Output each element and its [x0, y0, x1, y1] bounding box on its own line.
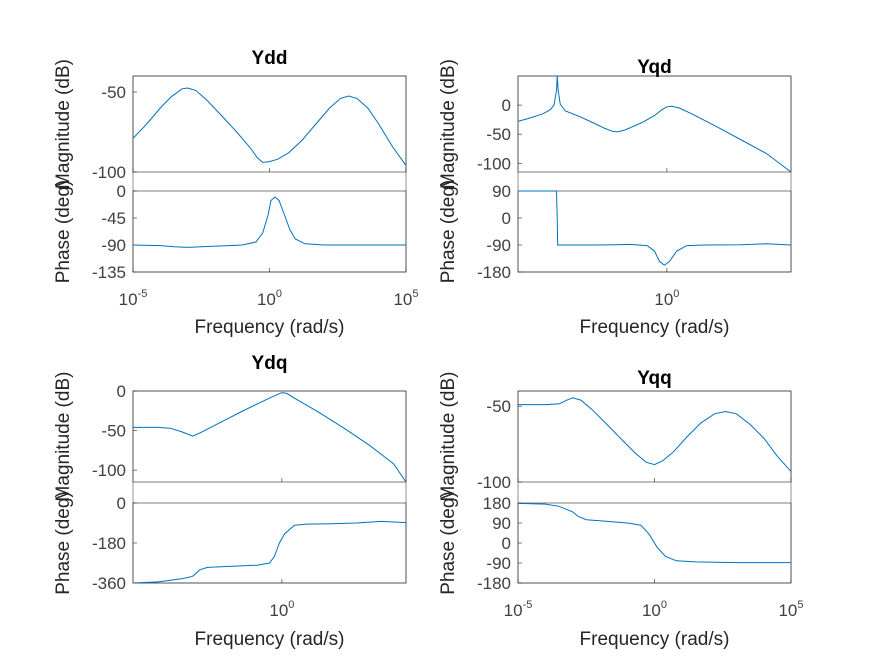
y-tick-label: 180 [483, 494, 511, 513]
x-tick-label: 100 [642, 599, 667, 620]
x-tick-label: 105 [393, 288, 418, 309]
magnitude-series-line [517, 75, 792, 173]
magnitude-ylabel: Magnitude (dB) [438, 372, 459, 502]
phase-axes-box [517, 190, 792, 273]
y-tick-label: 0 [502, 534, 511, 553]
magnitude-ylabel: Magnitude (dB) [53, 372, 74, 502]
y-tick-label: -100 [477, 473, 511, 492]
magnitude-series-line [132, 87, 407, 166]
x-tick-label: 10-5 [119, 288, 148, 309]
phase-axes-box [132, 502, 407, 584]
magnitude-ylabel: Magnitude (dB) [53, 59, 74, 189]
y-tick-label: -180 [477, 263, 511, 282]
x-tick-label: 100 [257, 288, 282, 309]
y-tick-label: -50 [486, 125, 511, 144]
magnitude-axes: 0 -50 -100 Magnitude (dB) [438, 59, 792, 189]
phase-axes: 90 0 -90 -180 Phase (deg) [438, 180, 792, 284]
y-tick-label: -45 [101, 209, 126, 228]
magnitude-axes-box [132, 75, 407, 173]
phase-ylabel: Phase (deg) [53, 180, 74, 284]
bode-panel-ydd: Ydd -50 -100 Magnitude (dB) 0 -45 -90 -135 Phase… [53, 48, 419, 338]
y-tick-label: -90 [101, 236, 126, 255]
panel-title: Yqq [637, 368, 671, 389]
magnitude-axes-box [517, 390, 792, 483]
y-tick-label: 90 [492, 514, 511, 533]
panel-frame [132, 390, 407, 584]
x-axis-label: Frequency (rad/s) [580, 317, 730, 338]
phase-axes: 0 -45 -90 -135 Phase (deg) [53, 180, 407, 284]
magnitude-series-line [518, 397, 792, 472]
y-tick-label: -50 [101, 83, 126, 102]
x-tick-label: 10-5 [504, 599, 533, 620]
magnitude-axes: 0 -50 -100 Magnitude (dB) [53, 372, 407, 502]
y-tick-label: -180 [92, 534, 126, 553]
y-tick-label: -50 [101, 422, 126, 441]
x-tick-label: 100 [269, 599, 294, 620]
magnitude-axes: -50 -100 Magnitude (dB) [438, 372, 792, 502]
phase-axes: 0 -180 -360 Phase (deg) [53, 491, 407, 595]
x-tick-label: 100 [654, 288, 679, 309]
y-tick-label: 0 [117, 382, 126, 401]
y-tick-label: -100 [92, 461, 126, 480]
panel-frame [517, 75, 792, 273]
magnitude-series-line [133, 392, 407, 483]
bode-panel-ydq: Ydq 0 -50 -100 Magnitude (dB) 0 -180 -360 Phase … [53, 353, 407, 650]
y-tick-label: 0 [502, 209, 511, 228]
y-tick-label: -180 [477, 574, 511, 593]
panel-title: Ydd [252, 48, 288, 69]
y-tick-label: -50 [486, 397, 511, 416]
magnitude-axes-box [517, 75, 792, 173]
y-tick-label: -135 [92, 263, 126, 282]
x-tick-label: 105 [778, 599, 803, 620]
phase-ylabel: Phase (deg) [438, 180, 459, 284]
panel-frame [517, 390, 792, 584]
phase-axes-box [132, 190, 407, 273]
y-tick-label: 0 [502, 96, 511, 115]
y-tick-label: 0 [117, 182, 126, 201]
y-tick-label: -90 [486, 554, 511, 573]
y-tick-label: -100 [92, 163, 126, 182]
panel-title: Ydq [252, 353, 288, 374]
phase-series-line [132, 196, 406, 248]
x-axis-label: Frequency (rad/s) [195, 629, 345, 650]
y-tick-label: 0 [117, 494, 126, 513]
bode-panel-yqd: Yqd 0 -50 -100 Magnitude (dB) 90 0 -90 -180 Phase… [438, 57, 792, 338]
phase-series-line [518, 190, 792, 266]
magnitude-axes-box [132, 390, 407, 483]
panel-title: Yqd [637, 57, 671, 78]
y-tick-label: -100 [477, 154, 511, 173]
y-tick-label: 90 [492, 182, 511, 201]
x-axis-label: Frequency (rad/s) [580, 629, 730, 650]
phase-series-line [132, 520, 407, 584]
magnitude-axes: -50 -100 Magnitude (dB) [53, 59, 407, 189]
phase-ylabel: Phase (deg) [53, 491, 74, 595]
y-tick-label: -360 [92, 574, 126, 593]
magnitude-ylabel: Magnitude (dB) [438, 59, 459, 189]
phase-ylabel: Phase (deg) [438, 491, 459, 595]
y-tick-label: -90 [486, 236, 511, 255]
x-axis-label: Frequency (rad/s) [195, 317, 345, 338]
phase-series-line [517, 502, 791, 564]
